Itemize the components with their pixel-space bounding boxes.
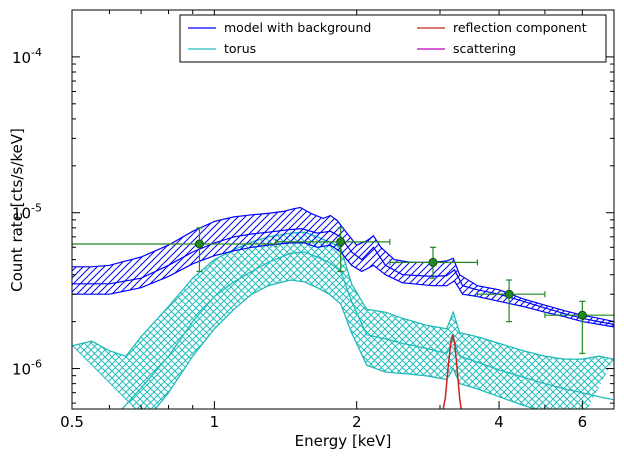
- y-tick-label: 10-6: [12, 358, 42, 379]
- reflection-line: [442, 334, 462, 409]
- data-marker: [577, 310, 587, 320]
- y-axis-label: Count rate [cts/s/keV]: [8, 128, 26, 292]
- legend-label-model: model with background: [224, 20, 371, 35]
- x-tick-label: 1: [210, 413, 220, 431]
- torus-upper-line: [72, 231, 614, 360]
- x-tick-label: 0.5: [60, 413, 84, 431]
- data-point-0: [72, 227, 277, 273]
- model-band-fill: [72, 207, 614, 327]
- torus-lower-line: [153, 279, 539, 409]
- data-point-1: [275, 227, 391, 273]
- x-tick-label: 4: [494, 413, 504, 431]
- data-marker: [428, 257, 438, 267]
- legend-label-torus: torus: [224, 41, 256, 56]
- model-lower-line: [72, 242, 614, 328]
- y-tick-label: 10-4: [12, 46, 42, 67]
- y-tick-label: 10-5: [12, 202, 42, 223]
- legend: model with background reflection compone…: [179, 14, 607, 63]
- axis-ticks: 0.5 1 2 4 6 10-6 10-5 10-4: [12, 10, 614, 431]
- torus-band-fill: [72, 232, 614, 409]
- data-marker: [336, 237, 346, 247]
- data-point-4: [544, 300, 614, 355]
- data-marker: [194, 239, 204, 249]
- data-marker: [504, 289, 514, 299]
- data-point-2: [389, 246, 479, 279]
- plot-area: [72, 206, 614, 409]
- legend-label-scattering: scattering: [453, 41, 516, 56]
- x-tick-label: 2: [352, 413, 362, 431]
- legend-label-reflection: reflection component: [453, 20, 587, 35]
- plot-frame: [71, 9, 615, 410]
- data-point-3: [476, 279, 546, 323]
- x-axis-label: Energy [keV]: [295, 432, 392, 450]
- legend-frame: [179, 14, 607, 63]
- torus-middle-line: [121, 251, 614, 409]
- x-tick-label: 6: [578, 413, 588, 431]
- model-middle-line: [72, 228, 614, 325]
- model-upper-line: [72, 206, 614, 323]
